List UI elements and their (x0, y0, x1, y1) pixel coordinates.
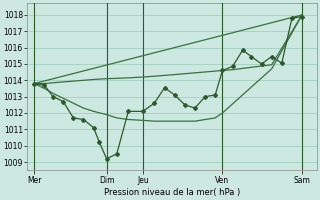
X-axis label: Pression niveau de la mer( hPa ): Pression niveau de la mer( hPa ) (104, 188, 240, 197)
